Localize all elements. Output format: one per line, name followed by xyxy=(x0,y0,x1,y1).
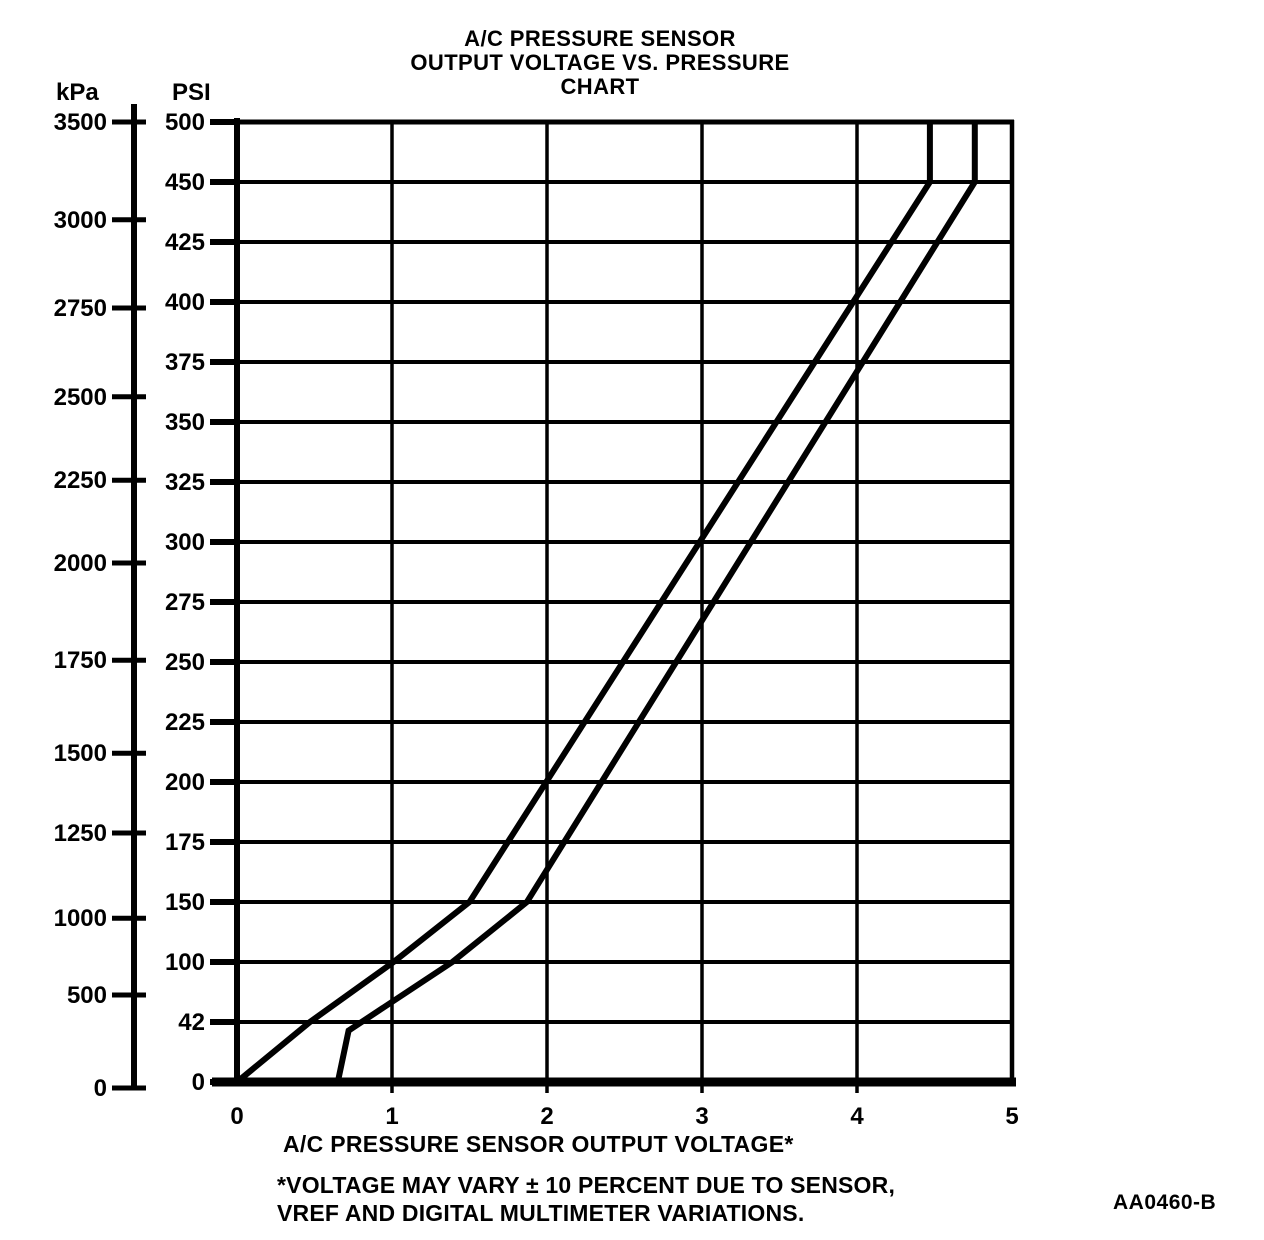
kpa-tick-label-1750: 1750 xyxy=(54,647,107,674)
psi-tick-label-400: 400 xyxy=(165,289,205,316)
psi-tick-label-175: 175 xyxy=(165,829,205,856)
kpa-tick-label-500: 500 xyxy=(67,982,107,1009)
chart-title-line2: OUTPUT VOLTAGE VS. PRESSURE xyxy=(410,50,790,75)
psi-tick-label-0: 0 xyxy=(192,1069,205,1096)
x-tick-label-2v: 2 xyxy=(540,1103,553,1130)
psi-tick-label-150: 150 xyxy=(165,889,205,916)
kpa-tick-label-2000: 2000 xyxy=(54,550,107,577)
lower-tolerance-line xyxy=(334,122,978,1083)
x-tick-label-5v: 5 xyxy=(1005,1103,1018,1130)
psi-tick-label-300: 300 xyxy=(165,529,205,556)
footnote-line1: *VOLTAGE MAY VARY ± 10 PERCENT DUE TO SE… xyxy=(277,1172,896,1198)
psi-tick-label-200: 200 xyxy=(165,769,205,796)
kpa-tick-label-2250: 2250 xyxy=(54,467,107,494)
chart-title: A/C PRESSURE SENSOR OUTPUT VOLTAGE VS. P… xyxy=(0,27,1200,99)
psi-tick-label-42: 42 xyxy=(178,1009,205,1036)
x-tick-label-4v: 4 xyxy=(850,1103,864,1130)
kpa-tick-label-2500: 2500 xyxy=(54,384,107,411)
x-axis-caption: A/C PRESSURE SENSOR OUTPUT VOLTAGE* xyxy=(283,1131,794,1157)
kpa-tick-label-0: 0 xyxy=(94,1075,107,1102)
psi-tick-label-275: 275 xyxy=(165,589,205,616)
chart-title-line3: CHART xyxy=(560,74,640,99)
kpa-tick-label-1500: 1500 xyxy=(54,740,107,767)
kpa-axis-unit-label: kPa xyxy=(56,79,99,106)
chart-title-line1: A/C PRESSURE SENSOR xyxy=(464,26,736,51)
figure-code: AA0460-B xyxy=(1113,1191,1217,1214)
psi-tick-label-100: 100 xyxy=(165,949,205,976)
x-tick-label-0v: 0 xyxy=(230,1103,243,1130)
psi-tick-label-450: 450 xyxy=(165,169,205,196)
kpa-tick-label-2750: 2750 xyxy=(54,295,107,322)
psi-tick-label-325: 325 xyxy=(165,469,205,496)
psi-tick-label-500: 500 xyxy=(165,109,205,136)
kpa-tick-label-1250: 1250 xyxy=(54,820,107,847)
x-tick-label-1v: 1 xyxy=(385,1103,398,1130)
footnote-line2: VREF AND DIGITAL MULTIMETER VARIATIONS. xyxy=(277,1200,805,1226)
psi-tick-label-375: 375 xyxy=(165,349,205,376)
kpa-tick-label-1000: 1000 xyxy=(54,905,107,932)
footnote: *VOLTAGE MAY VARY ± 10 PERCENT DUE TO SE… xyxy=(277,1171,895,1227)
upper-tolerance-line xyxy=(235,122,933,1085)
kpa-tick-label-3000: 3000 xyxy=(54,207,107,234)
psi-tick-label-250: 250 xyxy=(165,649,205,676)
psi-tick-label-350: 350 xyxy=(165,409,205,436)
kpa-tick-label-3500: 3500 xyxy=(54,109,107,136)
psi-tick-label-225: 225 xyxy=(165,709,205,736)
x-tick-label-3v: 3 xyxy=(695,1103,708,1130)
psi-axis-unit-label: PSI xyxy=(172,79,211,106)
psi-tick-label-425: 425 xyxy=(165,229,205,256)
